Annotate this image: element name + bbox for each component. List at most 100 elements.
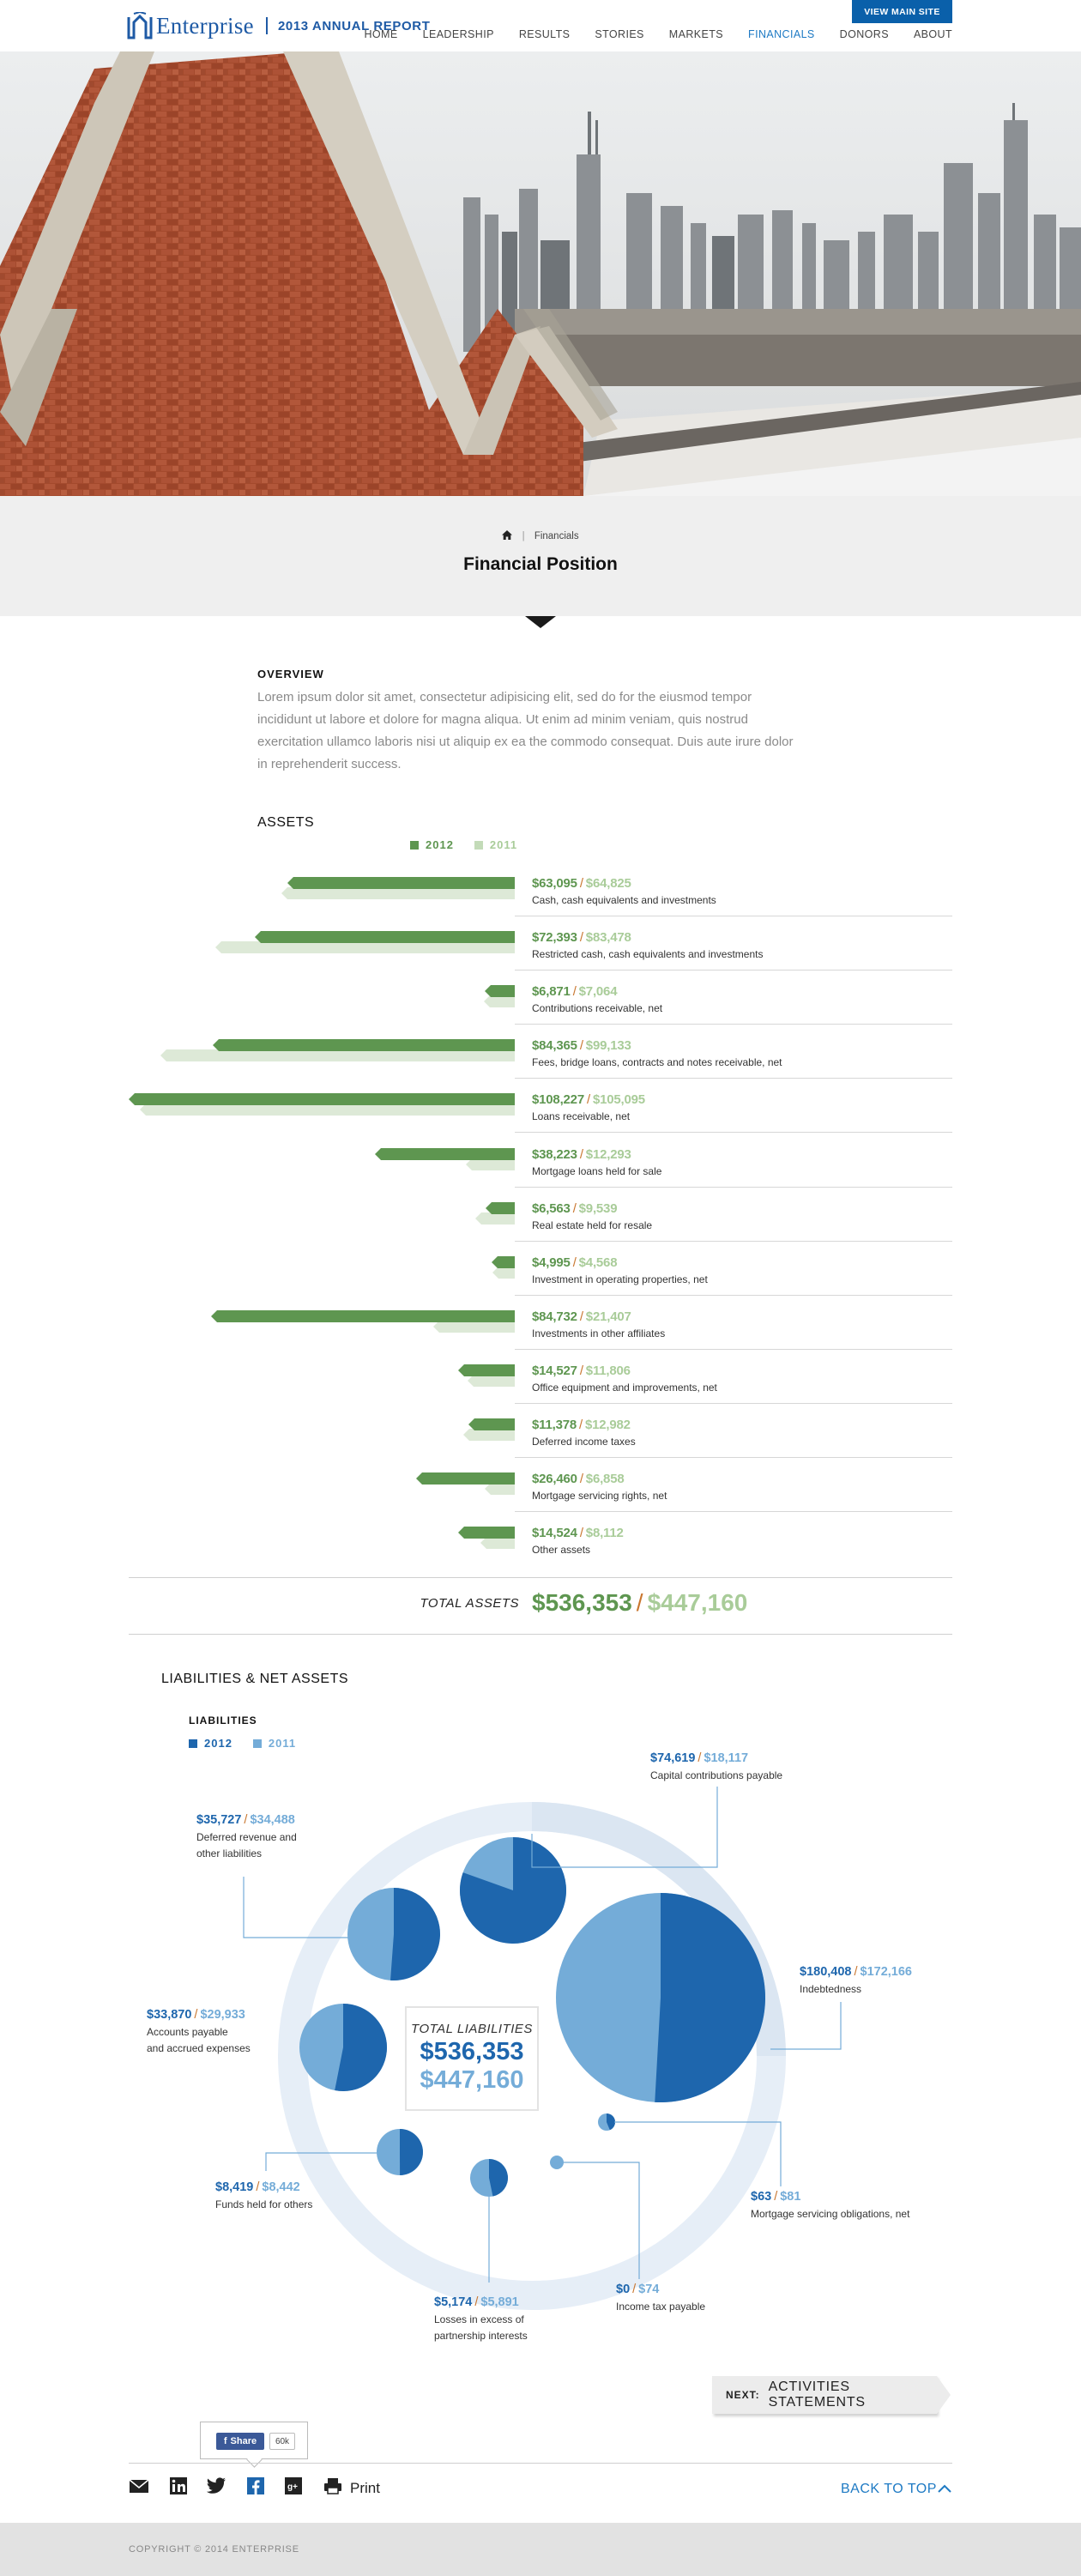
asset-values: $4,995/$4,568 [532,1255,618,1270]
asset-label: Investment in operating properties, net [532,1273,708,1285]
nav-home[interactable]: HOME [364,28,398,40]
asset-values: $14,524/$8,112 [532,1526,624,1540]
liability-slice-2012 [460,1837,566,1944]
nav-donors[interactable]: DONORS [839,28,889,40]
liability-slice-2012 [390,1888,441,1981]
asset-value-2012: $11,378 [532,1418,577,1432]
brand-name: Enterprise [156,12,254,39]
legend-swatch-2012 [410,840,419,850]
asset-values: $72,393/$83,478 [532,930,631,945]
asset-bar-2012 [484,985,515,998]
asset-value-2011: $6,858 [585,1472,625,1487]
total-assets-rule-bottom [129,1634,952,1635]
nav-results[interactable]: RESULTS [518,28,571,40]
liability-value-slash: / [698,1751,702,1765]
asset-label: Other assets [532,1544,591,1557]
liab-legend-2012: 2012 [189,1737,233,1750]
asset-bar-2012 [486,1201,515,1214]
home-icon[interactable] [502,530,513,540]
asset-label: Mortgage loans held for sale [532,1164,662,1177]
asset-bar-2011 [467,1374,515,1387]
liability-label: Mortgage servicing obligations, net [751,2208,910,2220]
asset-label: Investments in other affiliates [532,1327,666,1339]
asset-value-2011: $12,293 [585,1146,631,1162]
asset-label: Deferred income taxes [532,1436,636,1448]
nav-leadership[interactable]: LEADERSHIP [422,28,494,40]
liability-values: $0/$74 [616,2283,705,2296]
nav-financials[interactable]: FINANCIALS [748,28,815,40]
asset-bar-2011 [484,1483,515,1496]
print-icon[interactable] [323,2476,343,2495]
asset-value-slash: / [586,1092,590,1108]
facebook-share-button[interactable]: f Share [216,2433,264,2450]
asset-value-2011: $21,407 [585,1309,631,1324]
google-plus-icon[interactable]: g+ [283,2476,304,2495]
hero-image [0,51,1081,496]
facebook-icon[interactable] [245,2476,266,2495]
nav-about[interactable]: ABOUT [913,28,952,40]
asset-value-slash: / [579,1038,583,1054]
liability-value-2012: $0 [616,2283,631,2296]
next-title: ACTIVITIES STATEMENTS [768,2379,866,2410]
asset-label: Restricted cash, cash equivalents and in… [532,948,764,961]
asset-value-2012: $108,227 [532,1092,584,1108]
liability-value-2012: $5,174 [434,2295,473,2309]
liability-value-2012: $35,727 [196,1813,242,1827]
assets-heading: ASSETS [257,815,315,830]
liability-callout: $74,619/$18,117 Capital contributions pay… [650,1751,782,1784]
asset-row-divider [515,1402,952,1404]
total-assets-label: TOTAL ASSETS [420,1596,519,1611]
asset-value-slash: / [579,876,583,891]
email-icon[interactable] [129,2476,149,2495]
total-liabilities-box: TOTAL LIABILITIES $536,353 $447,160 [405,2006,539,2111]
facebook-share-label: Share [230,2436,257,2446]
liability-value-slash: / [774,2190,778,2204]
enterprise-logo[interactable]: Enterprise 2013 ANNUAL REPORT [127,12,430,39]
chevron-up-icon[interactable] [937,2482,952,2494]
asset-row-divider [515,1511,952,1513]
asset-row-divider [515,1024,952,1025]
view-main-site-button[interactable]: VIEW MAIN SITE [852,0,952,23]
liab-legend-swatch-2011 [252,1738,262,1748]
liability-value-slash: / [632,2283,637,2296]
asset-bar-2011 [433,1320,515,1333]
asset-bar-2012 [415,1472,515,1485]
liability-label: Funds held for others [215,2198,313,2210]
liability-label: Deferred revenue and other liabilities [196,1831,297,1859]
asset-row: $72,393/$83,478 Restricted cash, cash equ… [129,926,952,980]
total-assets-rule-top [129,1577,952,1578]
asset-values: $6,563/$9,539 [532,1200,618,1216]
page-title: Financial Position [463,554,618,574]
liabilities-heading: LIABILITIES & NET ASSETS [161,1672,349,1686]
asset-bar-2012 [457,1527,515,1539]
liability-callout: $63/$81 Mortgage servicing obligations, n… [751,2190,909,2222]
legend-label-2012: 2012 [426,838,454,851]
asset-bar-2012 [491,1255,515,1268]
report-title: 2013 ANNUAL REPORT [277,18,431,33]
print-link[interactable]: Print [350,2480,380,2496]
nav-stories[interactable]: STORIES [595,28,644,40]
total-assets-2011: $447,160 [647,1589,748,1616]
nav-markets[interactable]: MARKETS [668,28,724,40]
asset-row-divider [515,1294,952,1296]
asset-value-2011: $4,568 [578,1255,618,1270]
next-activities-statements-button[interactable]: NEXT: ACTIVITIES STATEMENTS [712,2376,951,2414]
liab-legend-2011: 2011 [252,1737,296,1750]
asset-row-divider [515,1132,952,1134]
liability-value-2011: $29,933 [200,2008,245,2022]
linkedin-icon[interactable] [168,2476,189,2495]
liability-value-2011: $34,488 [250,1813,295,1827]
liability-callout: $180,408/$172,166 Indebtedness [800,1965,912,1998]
twitter-icon[interactable] [206,2476,226,2495]
asset-value-slash: / [572,1200,577,1216]
share-bar-rule [129,2463,952,2464]
asset-label: Contributions receivable, net [532,1002,663,1015]
asset-row-divider [515,1457,952,1458]
svg-text:g+: g+ [287,2482,298,2492]
liab-legend-label-2012: 2012 [204,1737,233,1750]
back-to-top-link[interactable]: BACK TO TOP [841,2482,937,2496]
asset-values: $108,227/$105,095 [532,1092,645,1107]
liability-label: Accounts payable and accrued expenses [147,2026,251,2054]
liability-value-2012: $63 [751,2190,772,2204]
site-footer: COPYRIGHT © 2014 ENTERPRISE [0,2523,1081,2576]
